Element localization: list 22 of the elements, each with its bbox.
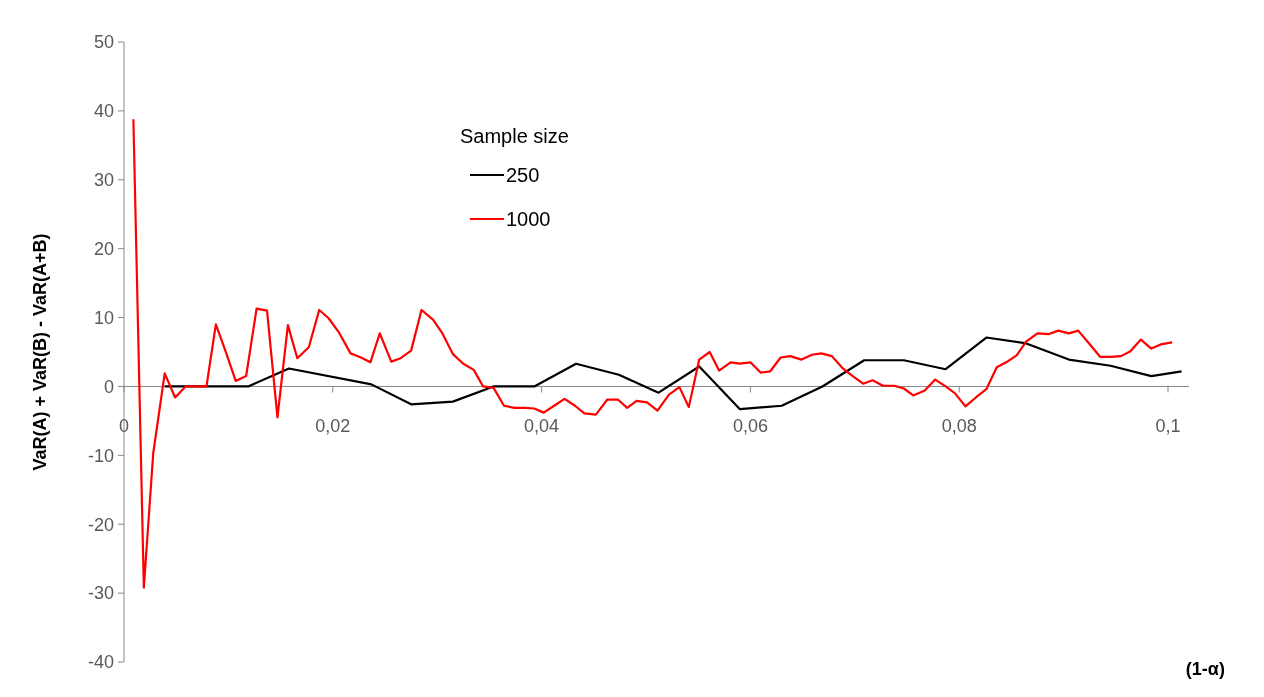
y-tick-label: -40 xyxy=(87,652,114,673)
x-tick-label: 0,06 xyxy=(732,416,768,437)
legend-title: Sample size xyxy=(460,125,569,147)
x-tick-label: 0,02 xyxy=(315,416,351,437)
legend-label: 1000 xyxy=(506,208,551,230)
y-tick-label: 50 xyxy=(93,32,114,53)
x-tick-label: 0,04 xyxy=(524,416,560,437)
y-tick-label: -10 xyxy=(87,445,114,466)
x-axis-title: (1-α) xyxy=(1185,659,1225,679)
x-tick-label: 0 xyxy=(118,416,130,437)
y-tick-label: -30 xyxy=(87,583,114,604)
legend-label: 250 xyxy=(506,164,540,186)
y-tick-label: 0 xyxy=(103,376,114,397)
x-tick-label: 0,08 xyxy=(941,416,977,437)
y-tick-label: 30 xyxy=(93,170,114,191)
y-tick-label: -20 xyxy=(87,514,114,535)
line-series xyxy=(163,336,1183,411)
y-tick-label: 10 xyxy=(93,307,114,328)
y-tick-label: 20 xyxy=(93,238,114,259)
x-tick-label: 0,1 xyxy=(1155,416,1181,437)
y-tick-label: 40 xyxy=(93,101,114,122)
y-axis-title: VaR(A) + VaR(B) - VaR(A+B) xyxy=(30,233,50,471)
